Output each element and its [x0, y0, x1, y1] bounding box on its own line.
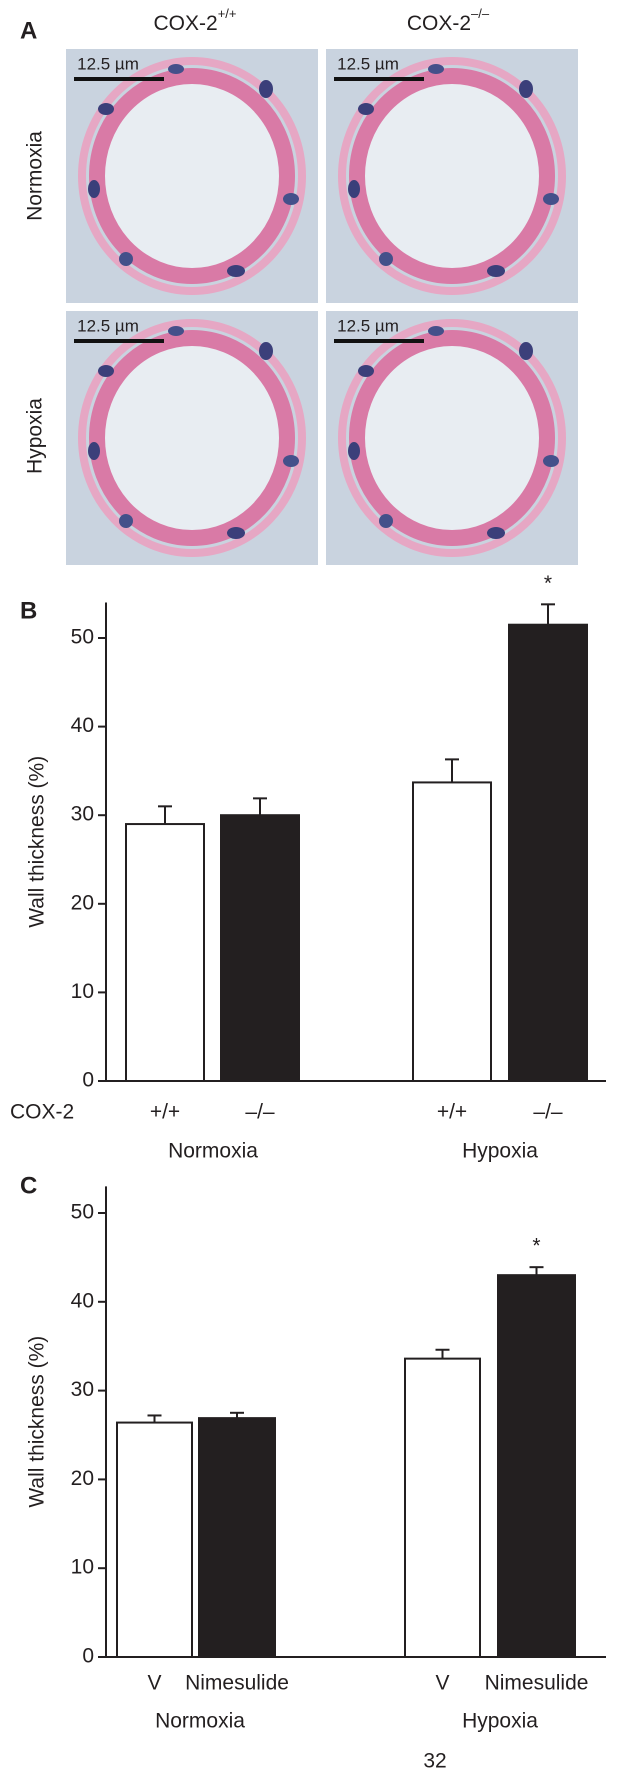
category-axis-label: COX-2	[10, 1101, 74, 1124]
micrograph	[66, 311, 318, 565]
scale-bar-label: 12.5 µm	[77, 316, 139, 335]
x-tick-label: Nimesulide	[185, 1672, 289, 1695]
group-label: Hypoxia	[462, 1710, 538, 1733]
column-header-base: COX-2	[407, 12, 471, 35]
column-header: COX-2–/–	[407, 6, 490, 34]
bar	[220, 814, 300, 1082]
panel-label: C	[20, 1172, 37, 1199]
column-header-base: COX-2	[154, 12, 218, 35]
scale-bar	[334, 77, 424, 81]
column-header-superscript: –/–	[471, 6, 490, 21]
significance-marker: *	[532, 1235, 540, 1258]
row-label: Normoxia	[24, 131, 47, 221]
scale-bar	[74, 339, 164, 343]
x-tick-label: +/+	[150, 1101, 180, 1124]
y-axis-label: Wall thickness (%)	[26, 1336, 49, 1508]
bar	[412, 781, 492, 1083]
bar	[198, 1417, 276, 1659]
x-tick-label: –/–	[533, 1101, 563, 1124]
panel-label: A	[20, 17, 37, 44]
y-tick-label: 20	[71, 1467, 94, 1490]
y-tick-label: 30	[71, 1378, 94, 1401]
x-tick-label: +/+	[437, 1101, 467, 1124]
y-tick-label: 0	[82, 1645, 94, 1668]
y-tick-label: 50	[71, 626, 94, 649]
page-number: 32	[423, 1750, 446, 1773]
group-label: Normoxia	[155, 1710, 245, 1733]
column-header-superscript: +/+	[218, 6, 237, 21]
charts: B Wall thickness (%) 0 10 20 30 40 50 +/+ –/– +/+ *…	[10, 572, 606, 1733]
y-axis-label: Wall thickness (%)	[26, 756, 49, 928]
x-tick-label: V	[435, 1672, 449, 1695]
micrograph	[326, 311, 578, 565]
panel-label: B	[20, 597, 37, 624]
micrograph	[66, 49, 318, 303]
significance-marker: *	[544, 572, 552, 595]
y-tick-label: 50	[71, 1201, 94, 1224]
y-tick-label: 10	[71, 1556, 94, 1579]
y-tick-label: 40	[71, 1289, 94, 1312]
bar	[125, 823, 205, 1082]
scale-bar	[74, 77, 164, 81]
y-tick-label: 30	[71, 803, 94, 826]
x-tick-label: Nimesulide	[485, 1672, 589, 1695]
y-tick-label: 40	[71, 714, 94, 737]
group-label: Hypoxia	[462, 1140, 538, 1163]
scale-bar	[334, 339, 424, 343]
micrograph	[326, 49, 578, 303]
group-label: Normoxia	[168, 1140, 258, 1163]
x-tick-label: –/–	[245, 1101, 275, 1124]
scale-bar-label: 12.5 µm	[77, 54, 139, 73]
x-tick-label: V	[147, 1672, 161, 1695]
scale-bar-label: 12.5 µm	[337, 316, 399, 335]
bar	[508, 623, 588, 1083]
bar	[404, 1357, 481, 1658]
y-tick-label: 0	[82, 1069, 94, 1092]
column-header: COX-2+/+	[154, 6, 237, 34]
bar	[116, 1421, 193, 1658]
row-label: Hypoxia	[24, 398, 47, 474]
y-tick-label: 20	[71, 891, 94, 914]
bar	[497, 1274, 576, 1659]
y-tick-label: 10	[71, 980, 94, 1003]
scale-bar-label: 12.5 µm	[337, 54, 399, 73]
